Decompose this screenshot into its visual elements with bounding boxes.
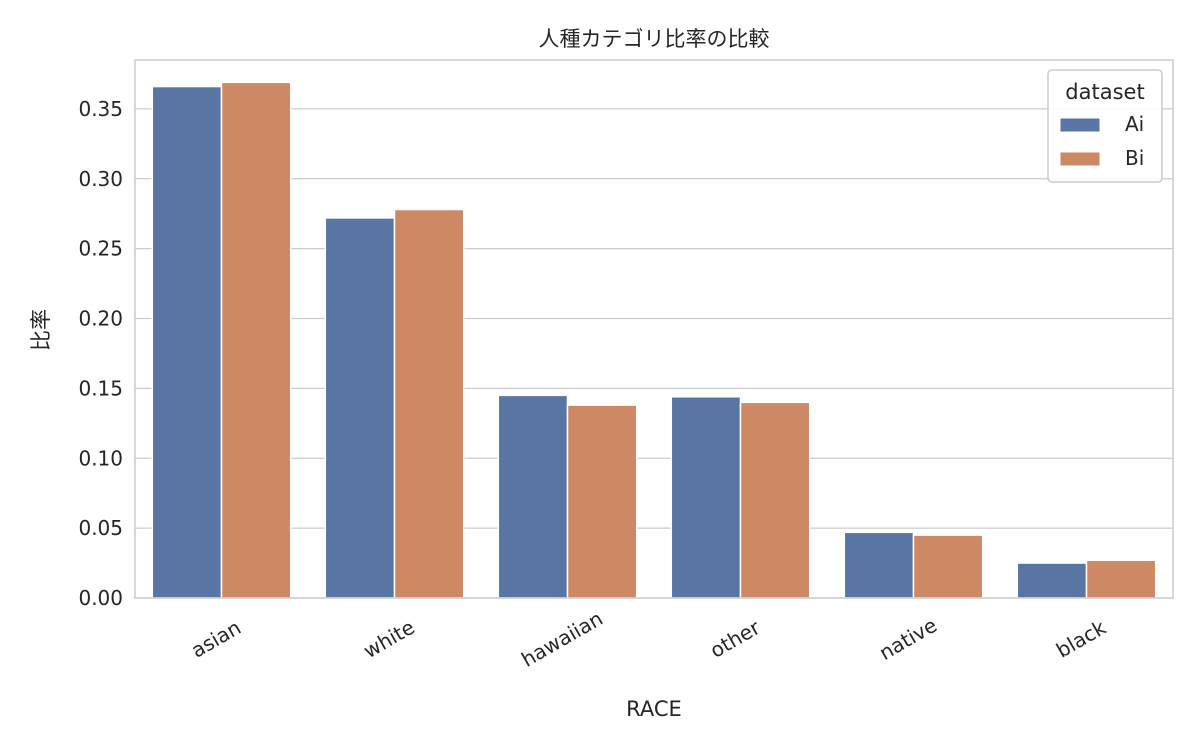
y-tick-label: 0.30 (78, 167, 123, 191)
grid-lines (135, 108, 1173, 599)
x-axis-label: RACE (626, 697, 682, 721)
y-tick-label: 0.00 (78, 586, 123, 610)
y-tick-label: 0.35 (78, 97, 123, 121)
legend-swatch-Ai (1059, 117, 1101, 133)
bar-other-Ai (670, 396, 742, 599)
x-tick-label: other (706, 615, 765, 663)
legend-label-Bi: Bi (1125, 146, 1144, 170)
bar-white-Bi (393, 208, 465, 599)
x-tick-label: hawaiian (517, 606, 607, 672)
bar-asian-Bi (220, 81, 292, 599)
x-tick-label: black (1052, 615, 1110, 663)
y-tick-label: 0.25 (78, 237, 123, 261)
bar-hawaiian-Bi (566, 404, 638, 599)
y-tick-label: 0.20 (78, 307, 123, 331)
legend[interactable]: dataset Ai Bi (1047, 69, 1163, 183)
y-axis-label: 比率 (29, 309, 53, 351)
x-axis-ticks: asian white hawaiian other native black (187, 606, 1110, 672)
y-tick-label: 0.05 (78, 516, 123, 540)
bar-native-Ai (843, 531, 915, 599)
bar-native-Bi (912, 534, 984, 599)
y-axis-ticks: 0.00 0.05 0.10 0.15 0.20 0.25 0.30 0.35 (78, 97, 123, 610)
y-tick-label: 0.15 (78, 376, 123, 400)
legend-swatch-Bi (1059, 151, 1101, 167)
bar-other-Bi (739, 401, 811, 599)
chart-title: 人種カテゴリ比率の比較 (539, 27, 770, 51)
y-tick-label: 0.10 (78, 446, 123, 470)
bar-hawaiian-Ai (497, 394, 569, 599)
bars (151, 81, 1157, 599)
bar-black-Bi (1085, 559, 1157, 599)
x-tick-label: native (875, 613, 941, 665)
legend-label-Ai: Ai (1125, 112, 1144, 136)
bar-black-Ai (1016, 562, 1088, 599)
bar-white-Ai (324, 217, 396, 599)
x-tick-label: white (359, 615, 418, 663)
x-tick-label: asian (187, 615, 245, 662)
legend-title: dataset (1065, 80, 1144, 104)
plot-frame (134, 59, 1174, 599)
bar-asian-Ai (151, 85, 223, 599)
